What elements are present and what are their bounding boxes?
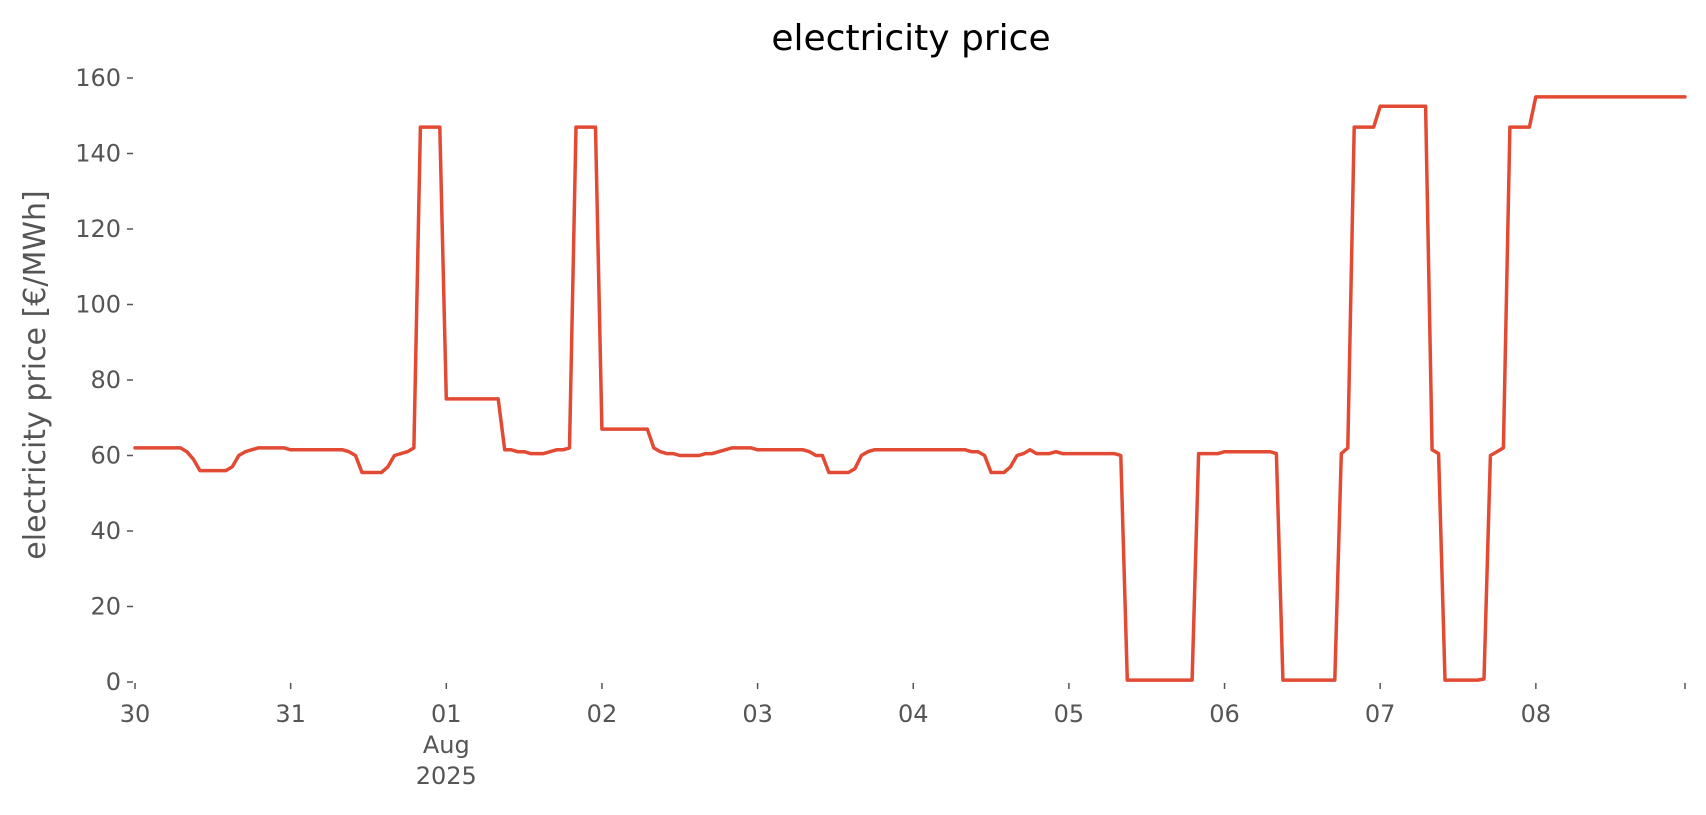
y-tick-label: 60	[90, 442, 121, 470]
y-tick-label: 40	[90, 517, 121, 545]
x-tick-label: 06	[1209, 700, 1240, 728]
x-tick-label: 02	[587, 700, 618, 728]
chart-title: electricity price	[771, 18, 1050, 59]
y-tick-label: 120	[75, 215, 121, 243]
x-tick-label: 31	[275, 700, 306, 728]
x-tick-label: 08	[1521, 700, 1552, 728]
y-tick-label: 160	[75, 64, 121, 92]
x-tick-label: 07	[1365, 700, 1396, 728]
x-tick-label: 03	[742, 700, 773, 728]
plot-area	[133, 95, 1687, 682]
y-tick-label: 80	[90, 366, 121, 394]
y-tick-label: 100	[75, 291, 121, 319]
y-tick-label: 140	[75, 140, 121, 168]
y-axis-label: electricity price [€/MWh]	[18, 190, 53, 559]
x-tick-label: Aug	[423, 731, 470, 759]
x-tick-label: 05	[1054, 700, 1085, 728]
x-tick-label: 30	[120, 700, 151, 728]
x-axis: 30 31 01 Aug 2025 02 03 04 05 06 07 08	[120, 683, 1686, 790]
series-line-electricity-price	[133, 95, 1687, 682]
y-axis: 0 20 40 60 80 100 120 140 160	[75, 64, 133, 696]
x-tick-label: 04	[898, 700, 929, 728]
x-tick-label: 2025	[416, 762, 477, 790]
x-tick-label: 01	[431, 700, 462, 728]
y-tick-label: 20	[90, 593, 121, 621]
y-tick-label: 0	[106, 668, 121, 696]
